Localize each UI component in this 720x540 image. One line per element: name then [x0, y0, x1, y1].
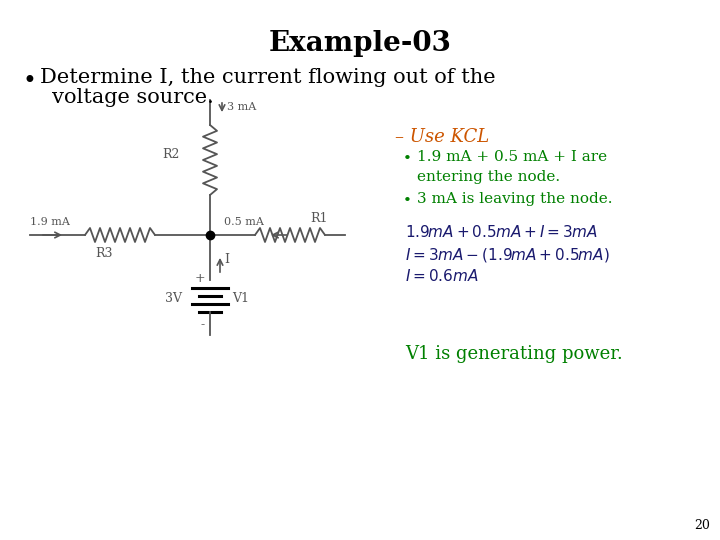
Text: 0.5 mA: 0.5 mA: [224, 217, 264, 227]
Text: •: •: [403, 194, 412, 208]
Text: 3 mA: 3 mA: [227, 102, 256, 112]
Text: entering the node.: entering the node.: [417, 170, 560, 184]
Text: 1.9 mA + 0.5 mA + I are: 1.9 mA + 0.5 mA + I are: [417, 150, 607, 164]
Text: R1: R1: [310, 212, 328, 225]
Text: •: •: [22, 70, 36, 93]
Text: $1.9mA + 0.5mA + I = 3mA$: $1.9mA + 0.5mA + I = 3mA$: [405, 224, 598, 240]
Text: +: +: [194, 272, 205, 285]
Text: 3V: 3V: [165, 293, 182, 306]
Text: 3 mA is leaving the node.: 3 mA is leaving the node.: [417, 192, 613, 206]
Text: V1 is generating power.: V1 is generating power.: [405, 345, 623, 363]
Text: I: I: [224, 253, 229, 266]
Text: V1: V1: [232, 293, 249, 306]
Text: Determine I, the current flowing out of the: Determine I, the current flowing out of …: [40, 68, 495, 87]
Text: voltage source.: voltage source.: [52, 88, 214, 107]
Text: R3: R3: [95, 247, 112, 260]
Text: •: •: [403, 152, 412, 166]
Text: 20: 20: [694, 519, 710, 532]
Text: $I = 3mA - (1.9mA + 0.5mA)$: $I = 3mA - (1.9mA + 0.5mA)$: [405, 246, 610, 264]
Text: Example-03: Example-03: [269, 30, 451, 57]
Text: 1.9 mA: 1.9 mA: [30, 217, 70, 227]
Text: – Use KCL: – Use KCL: [395, 128, 490, 146]
Text: -: -: [201, 319, 205, 332]
Text: $I = 0.6mA$: $I = 0.6mA$: [405, 268, 479, 284]
Text: R2: R2: [163, 148, 180, 161]
